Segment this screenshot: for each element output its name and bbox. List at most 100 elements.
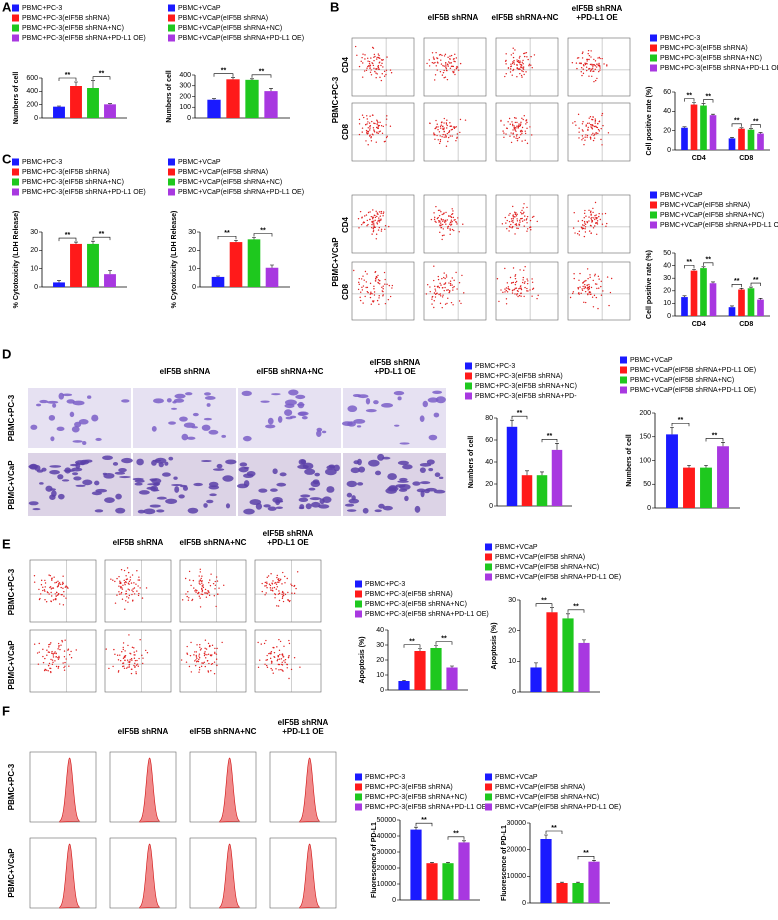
column-header: eIF5B shRNA xyxy=(572,4,623,13)
cell-dot xyxy=(201,593,204,596)
cell-dot xyxy=(43,589,46,591)
significance-bracket xyxy=(703,99,714,103)
cell-dot xyxy=(571,62,574,64)
cell-dot xyxy=(274,597,276,599)
cell-dot xyxy=(266,587,268,589)
cell-dot xyxy=(137,665,139,667)
cell-dot xyxy=(65,658,67,660)
bar xyxy=(588,861,600,903)
cell-dot xyxy=(516,121,518,124)
cell-dot xyxy=(369,125,372,127)
cell-dot xyxy=(439,302,442,305)
cell-dot xyxy=(447,136,450,139)
cell-dot xyxy=(277,658,279,661)
cell-dot xyxy=(529,219,532,222)
bar xyxy=(245,79,259,118)
cell-dot xyxy=(511,62,514,65)
error-bar xyxy=(692,269,696,271)
error-bar xyxy=(269,88,273,92)
legend-label: PBMC+PC-3(eIF5B shRNA) xyxy=(660,45,748,52)
cell-dot xyxy=(381,59,384,61)
panel-label: F xyxy=(2,703,10,718)
cell-dot xyxy=(512,129,514,131)
cell-dot xyxy=(514,213,517,216)
cell-dot xyxy=(606,276,609,278)
y-axis-label: % Cytotoxicity (LDH Release) xyxy=(13,211,20,309)
cell-dot xyxy=(581,52,584,55)
cell-dot xyxy=(369,115,371,117)
cell-dot xyxy=(373,224,375,226)
cell-dot xyxy=(141,654,143,657)
cell-dot xyxy=(601,144,603,146)
cell-dot xyxy=(114,602,117,604)
stained-cell xyxy=(149,504,161,508)
cell-dot xyxy=(278,599,281,602)
cell-dot xyxy=(121,651,123,653)
stained-cell xyxy=(397,460,410,466)
cell-dot xyxy=(189,654,192,657)
cell-dot xyxy=(188,570,191,573)
cell-dot xyxy=(533,215,535,218)
cell-dot xyxy=(594,122,596,124)
legend-swatch xyxy=(650,201,657,209)
cell-dot xyxy=(439,282,441,285)
cell-dot xyxy=(378,297,380,299)
x-tick-label: CD4 xyxy=(692,155,706,162)
cell-dot xyxy=(50,600,52,602)
stained-cell xyxy=(347,421,356,427)
stained-cell xyxy=(32,508,41,511)
cell-dot xyxy=(439,224,441,226)
cell-dot xyxy=(580,67,583,69)
significance-label: ** xyxy=(260,227,266,234)
stained-cell xyxy=(394,424,400,427)
cell-dot xyxy=(371,223,373,226)
cell-dot xyxy=(592,70,594,73)
cell-dot xyxy=(525,51,528,54)
bar xyxy=(666,434,678,508)
significance-label: ** xyxy=(259,69,265,76)
cell-dot xyxy=(443,55,446,57)
stained-cell xyxy=(419,415,425,422)
cell-dot xyxy=(125,590,127,592)
cell-dot xyxy=(42,586,44,588)
cell-dot xyxy=(524,265,526,268)
bar xyxy=(709,283,717,316)
cell-dot xyxy=(54,593,56,595)
stained-cell xyxy=(137,509,145,514)
cell-dot xyxy=(439,220,441,222)
stained-cell xyxy=(193,482,203,487)
cell-dot xyxy=(376,119,378,121)
cell-dot xyxy=(509,123,511,125)
bar xyxy=(757,299,764,316)
bar xyxy=(414,651,426,690)
cell-dot xyxy=(519,287,521,289)
cell-dot xyxy=(131,600,134,602)
cell-dot xyxy=(585,215,587,217)
cell-dot xyxy=(428,59,431,61)
cell-dot xyxy=(435,221,437,223)
cell-dot xyxy=(134,662,136,665)
cell-dot xyxy=(520,130,522,133)
cell-dot xyxy=(597,57,599,59)
cell-dot xyxy=(373,56,375,58)
cell-dot xyxy=(450,301,453,304)
bar xyxy=(747,129,755,150)
cell-dot xyxy=(593,125,596,128)
cell-dot xyxy=(139,587,141,589)
legend-label: PBMC+PC-3(eIF5B shRNA) xyxy=(22,169,110,176)
cell-dot xyxy=(440,219,443,221)
y-axis-label: Apoptosis (%) xyxy=(491,622,498,669)
cell-dot xyxy=(508,230,510,232)
column-header: eIF5B shRNA xyxy=(118,727,169,736)
cell-dot xyxy=(518,294,521,297)
cell-dot xyxy=(68,665,70,667)
y-tick-label: 30000 xyxy=(507,820,527,827)
cell-dot xyxy=(377,279,380,281)
cell-dot xyxy=(521,132,523,135)
cell-dot xyxy=(366,273,368,275)
cell-dot xyxy=(426,283,429,286)
cell-dot xyxy=(444,134,446,136)
cell-dot xyxy=(47,670,49,672)
cell-dot xyxy=(369,211,371,213)
cell-dot xyxy=(365,129,368,132)
